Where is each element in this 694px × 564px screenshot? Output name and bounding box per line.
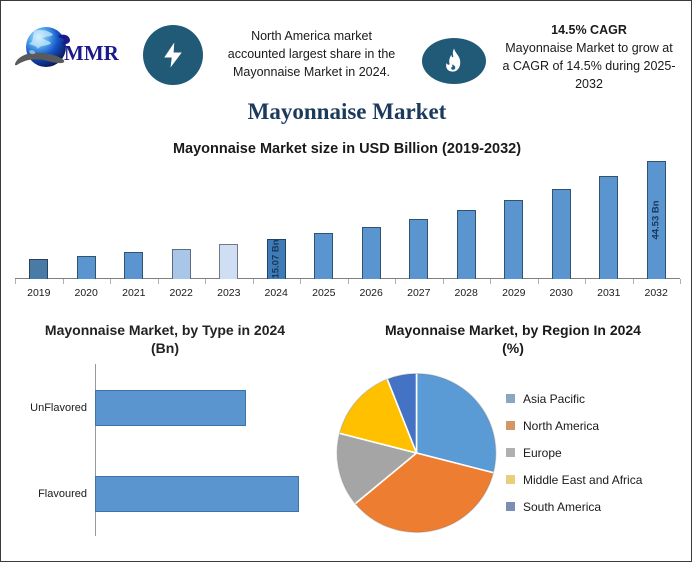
svg-text:MMR: MMR	[64, 41, 120, 65]
